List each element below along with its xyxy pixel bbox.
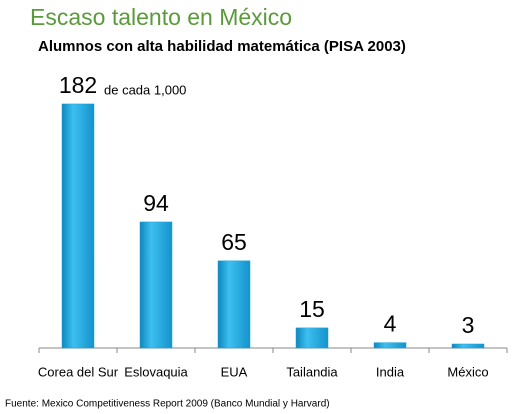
bar [451, 343, 485, 349]
value-label: 15 [299, 296, 325, 322]
bar [295, 327, 329, 349]
bar [61, 103, 95, 349]
x-tick-label: Tailandia [286, 364, 338, 379]
value-label: 4 [384, 311, 397, 337]
chart-subtitle: Alumnos con alta habilidad matemática (P… [38, 38, 406, 55]
value-label: 94 [143, 190, 169, 216]
annotation: de cada 1,000 [104, 82, 186, 97]
x-tick-label: India [376, 364, 405, 379]
x-tick-label: Corea del Sur [38, 364, 119, 379]
bar [373, 342, 407, 349]
x-tick-label: EUA [221, 364, 248, 379]
x-tick-label: Eslovaquia [124, 364, 188, 379]
chart-title: Escaso talento en México [30, 4, 292, 30]
value-label: 65 [221, 229, 247, 255]
bar [217, 260, 251, 349]
value-label: 182 [59, 72, 97, 98]
x-tick-label: México [447, 364, 488, 379]
source: Fuente: Mexico Competitiveness Report 20… [5, 399, 330, 410]
value-label: 3 [462, 312, 475, 338]
bar [139, 221, 173, 349]
